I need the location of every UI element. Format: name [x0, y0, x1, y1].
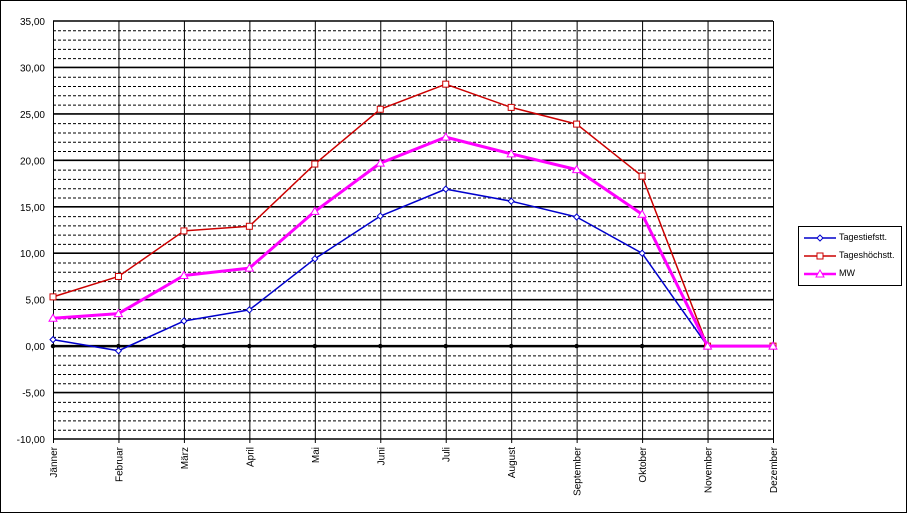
data-point	[48, 313, 58, 322]
data-point	[638, 172, 646, 180]
data-point	[376, 105, 384, 113]
y-tick-label: 0,00	[26, 342, 46, 353]
legend: Tagestiefstt. Tageshöchstt. MW	[798, 226, 902, 286]
x-tick-label: August	[507, 447, 518, 478]
data-point	[375, 158, 386, 167]
data-point	[573, 120, 581, 128]
legend-item-tageshoechst: Tageshöchstt.	[803, 249, 901, 263]
vertical-gridlines	[50, 21, 776, 443]
data-point	[113, 308, 124, 318]
y-axis-tick-labels: -10,00 -5,00 0,00 5,00 10,00 15,00 20,00 25,00 3…	[17, 17, 46, 446]
data-point	[768, 341, 778, 350]
zero-line-marker	[378, 343, 383, 349]
x-tick-label: April	[245, 447, 256, 467]
data-point	[244, 263, 255, 272]
x-tick-label: Mai	[311, 447, 322, 463]
data-point	[311, 255, 319, 263]
x-tick-label: September	[573, 446, 584, 496]
data-point	[702, 341, 713, 350]
data-point	[637, 209, 647, 218]
data-point	[245, 222, 253, 230]
legend-label: MW	[839, 268, 855, 278]
data-point	[376, 212, 384, 220]
y-tick-label: -10,00	[17, 435, 46, 446]
legend-label: Tagestiefstt.	[839, 232, 888, 242]
data-point	[245, 306, 254, 314]
x-tick-label: Februar	[114, 446, 125, 482]
y-tick-label: 10,00	[20, 249, 45, 260]
x-tick-label: Oktober	[638, 446, 649, 482]
y-tick-label: 35,00	[20, 17, 45, 28]
series-line-3	[52, 135, 773, 348]
data-point	[507, 197, 515, 205]
zero-line-marker	[116, 343, 121, 349]
x-axis-tick-labels: Jänner Februar März April Mai Juni Juli August S…	[49, 446, 780, 496]
data-point	[49, 335, 57, 344]
y-tick-label: 15,00	[20, 203, 45, 214]
data-point	[571, 164, 582, 174]
x-tick-label: November	[704, 446, 715, 493]
data-point	[442, 80, 450, 88]
data-point	[180, 317, 188, 325]
y-tick-label: 30,00	[20, 63, 45, 74]
series-layer	[48, 80, 778, 355]
x-tick-label: Dezember	[769, 446, 780, 493]
data-point	[572, 213, 581, 221]
data-point	[49, 293, 57, 301]
data-point	[507, 103, 515, 111]
legend-item-tagestiefst: Tagestiefstt.	[803, 231, 901, 245]
zero-line-marker	[247, 343, 252, 349]
x-tick-label: März	[180, 447, 191, 469]
x-tick-label: Jänner	[49, 446, 60, 477]
minor-gridlines	[53, 30, 773, 431]
legend-swatch-diamond-icon	[804, 234, 836, 242]
zero-line-marker	[508, 343, 514, 349]
x-tick-label: Juli	[442, 447, 453, 462]
legend-swatch-triangle-icon	[804, 268, 836, 278]
x-tick-label: Juni	[376, 447, 387, 465]
data-point	[180, 227, 188, 235]
data-point	[114, 272, 122, 280]
data-point	[311, 160, 319, 168]
zero-line-marker	[312, 343, 318, 349]
data-point	[442, 185, 450, 193]
data-point	[440, 132, 451, 141]
zero-line-marker	[181, 343, 187, 349]
zero-line-marker	[574, 343, 579, 349]
major-gridlines	[53, 20, 773, 440]
y-tick-label: 20,00	[20, 156, 45, 167]
y-tick-label: -5,00	[22, 389, 45, 400]
series-line-2	[52, 83, 773, 347]
data-point	[309, 206, 320, 215]
y-tick-label: 5,00	[26, 296, 46, 307]
data-point	[179, 270, 189, 280]
data-point	[638, 249, 646, 257]
series-line-1	[52, 188, 773, 352]
legend-label: Tageshöchstt.	[839, 250, 895, 260]
legend-swatch-square-icon	[804, 252, 836, 260]
zero-line-marker	[50, 343, 56, 349]
data-point	[506, 148, 517, 158]
y-tick-label: 25,00	[20, 110, 45, 121]
data-point	[114, 347, 123, 355]
zero-line-marker	[443, 343, 448, 349]
zero-line-marker	[639, 343, 645, 349]
legend-item-mw: MW	[803, 267, 901, 281]
